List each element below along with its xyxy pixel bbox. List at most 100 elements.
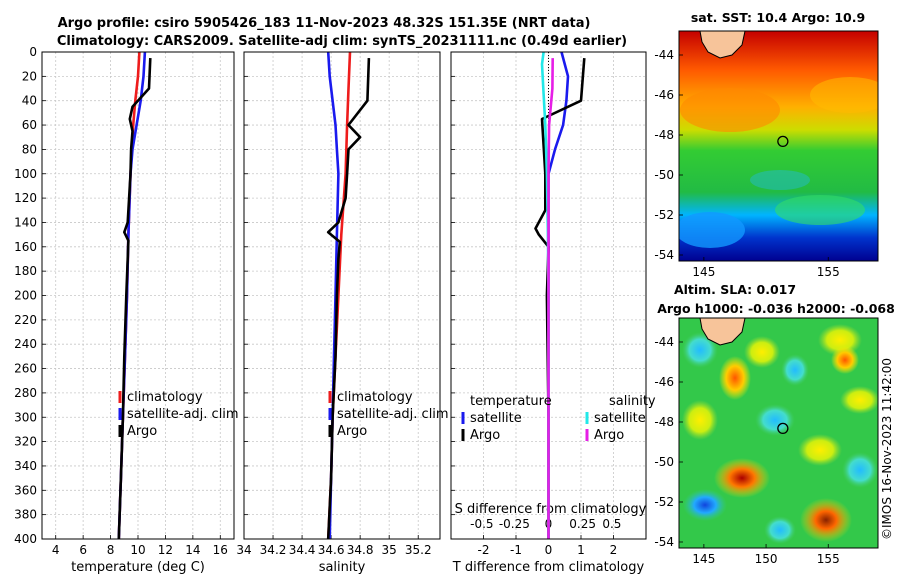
y-tick-label: 240 (14, 337, 37, 351)
y-tick-label: -44 (654, 335, 674, 349)
series-line-argo (117, 58, 152, 540)
series-line-salinity-argo (547, 58, 554, 539)
sla-eddy-cold (682, 332, 718, 368)
y-tick-label: -52 (654, 495, 674, 509)
sla-eddy-cold (764, 516, 796, 544)
sla-map-frame (678, 317, 879, 549)
sst-map-ticks: -44 -46 -48 -50 -52 -54 145 155 (654, 48, 839, 279)
sst-map-frame (678, 30, 879, 262)
x-tick-label: -2 (478, 543, 490, 557)
sla-eddy-cold (842, 452, 878, 488)
difference-panel: -2 -1 0 1 2-0.5 -0.25 0 0.25 0.5S difference fro… (450, 51, 656, 575)
x-tick-label: 2 (610, 543, 618, 557)
y-tick-label: 100 (14, 167, 37, 181)
salinity-panel: 34 34.2 34.4 34.6 34.8 35 35.2 salinity climatol… (236, 51, 449, 575)
x-tick-label: 34.4 (289, 543, 316, 557)
y-tick-label: 300 (14, 410, 37, 424)
argo-float-marker (777, 422, 789, 435)
x-tick-label: 14 (185, 543, 200, 557)
legend-label: Argo (127, 424, 157, 439)
x-tick-label: 35.2 (405, 543, 432, 557)
x-tick-label: 34.6 (318, 543, 345, 557)
x-tick-label: 34.8 (347, 543, 374, 557)
x-axis-label: T difference from climatology (452, 560, 645, 575)
legend-label: Argo (594, 428, 624, 443)
x-tick-label: 16 (213, 543, 228, 557)
axes-frame (41, 51, 235, 540)
y-tick-label: 180 (14, 264, 37, 278)
tasmania-land (699, 31, 746, 59)
y-tick-label: 380 (14, 508, 37, 522)
legend-label: climatology (127, 390, 203, 405)
x-tick-label: 145 (692, 265, 715, 279)
x-tick-label: 145 (692, 552, 715, 566)
y-tick-label: 260 (14, 362, 37, 376)
sla-eddy-warm (800, 498, 852, 542)
y-tick-label: 80 (22, 142, 37, 156)
x-tick-label: 1 (577, 543, 585, 557)
y-tick-label: -54 (654, 248, 674, 262)
y-tick-label: -46 (654, 88, 674, 102)
sla-eddy-warm (840, 386, 878, 414)
sst-green-patch (775, 195, 865, 225)
sst-warm-patch (810, 77, 878, 113)
y-tick-label: 160 (14, 240, 37, 254)
sst-cyan-patch (750, 170, 810, 190)
axes-frame (243, 51, 441, 540)
sla-eddy-warm (744, 336, 780, 368)
sla-map-subtitle: Argo h1000: -0.036 h2000: -0.068 (657, 301, 895, 316)
sla-eddy-warm (831, 346, 859, 374)
y-tick-label: 40 (22, 94, 37, 108)
x-tick-label: 34.2 (260, 543, 287, 557)
sla-eddy-cold (781, 354, 809, 386)
legend-title-salinity: salinity (609, 394, 656, 409)
sst-cold-patch (679, 212, 745, 248)
sla-map-ticks: -44 -46 -48 -50 -52 -54 145 150 155 (654, 335, 839, 566)
x-tick-label: 0 (545, 543, 553, 557)
sst-warm-patch (680, 88, 780, 132)
legend-label: climatology (337, 390, 413, 405)
legend-label: satellite-adj. clim (337, 407, 449, 422)
y-tick-label: 280 (14, 386, 37, 400)
y-tick-label: 400 (14, 532, 37, 546)
y-tick-label: 0 (29, 45, 37, 59)
sla-eddy-warm (682, 400, 718, 440)
salinity-diff-tick-label: 0.5 (602, 517, 621, 531)
sst-map: sat. SST: 10.4 Argo: 10.9 -44 -46 -48 -50 -5… (654, 10, 879, 279)
y-tick-label: -50 (654, 168, 674, 182)
x-tick-label: 34 (236, 543, 251, 557)
legend-label: satellite (470, 411, 522, 426)
y-tick-label: -54 (654, 535, 674, 549)
y-tick-label: 200 (14, 289, 37, 303)
sla-eddy-warm (798, 434, 842, 466)
legend-label: Argo (337, 424, 367, 439)
salinity-diff-tick-label: -0.25 (499, 517, 530, 531)
y-tick-label: 140 (14, 215, 37, 229)
y-tick-label: 20 (22, 69, 37, 83)
argo-float-marker (777, 135, 789, 148)
sla-eddy-cold (755, 404, 795, 436)
figure-title-line1: Argo profile: csiro 5905426_183 11-Nov-2… (58, 16, 591, 31)
y-tick-label: 220 (14, 313, 37, 327)
legend-title-temperature: temperature (470, 394, 552, 409)
sst-map-title: sat. SST: 10.4 Argo: 10.9 (691, 10, 865, 25)
x-tick-label: 155 (817, 265, 840, 279)
series-line-argo (326, 58, 371, 540)
legend-label: satellite (594, 411, 646, 426)
salinity-diff-tick-label: -0.5 (470, 517, 493, 531)
salinity-diff-tick-label: 0.25 (569, 517, 596, 531)
x-axis-label: temperature (deg C) (71, 560, 205, 575)
y-tick-label: -50 (654, 455, 674, 469)
y-tick-label: -44 (654, 48, 674, 62)
legend-label: satellite-adj. clim (127, 407, 239, 422)
axes-frame (450, 51, 647, 540)
sla-eddy-cold (683, 489, 727, 521)
sla-map: Altim. SLA: 0.017 Argo h1000: -0.036 h20… (654, 282, 894, 566)
y-tick-label: -52 (654, 208, 674, 222)
y-tick-label: 360 (14, 483, 37, 497)
x-tick-label: 150 (755, 552, 778, 566)
x-tick-label: 35 (382, 543, 397, 557)
temperature-panel: 0 20 40 60 80 100 120 140 160 180 200 220 240 260 280 3… (14, 45, 239, 575)
sla-eddy-warm (719, 356, 751, 400)
